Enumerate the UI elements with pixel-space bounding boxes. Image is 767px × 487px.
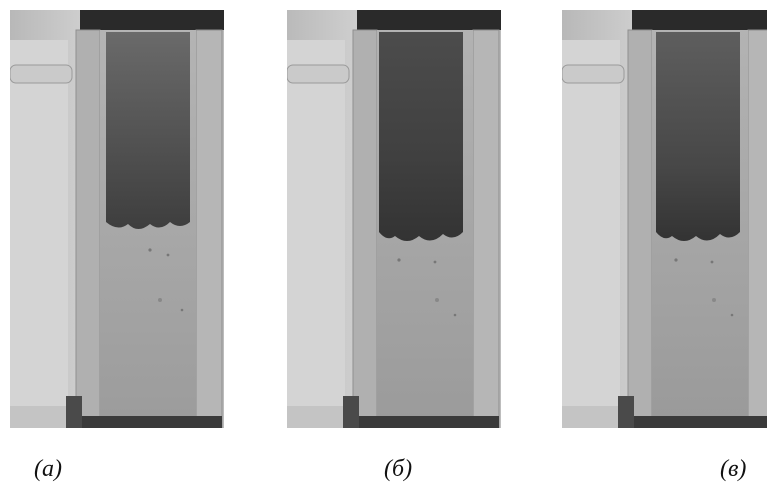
caption-b: (б) <box>384 456 413 482</box>
photo-panel-c <box>562 10 767 428</box>
caption-a: (a) <box>34 456 62 482</box>
caption-c: (в) <box>720 456 747 482</box>
photo-panel-a <box>10 10 224 428</box>
photo-panel-b <box>287 10 501 428</box>
